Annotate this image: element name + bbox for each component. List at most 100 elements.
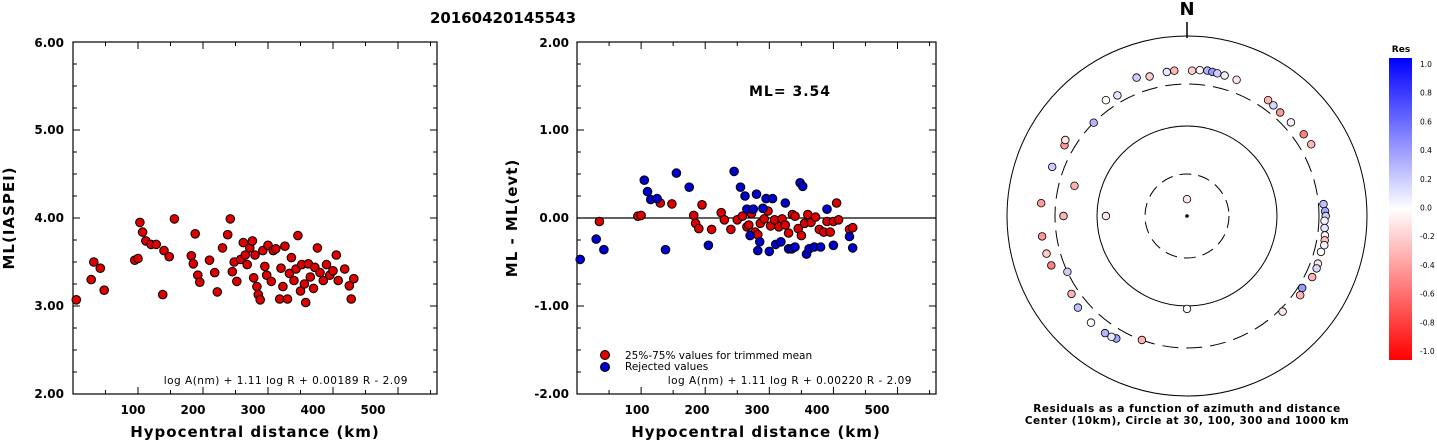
station-point — [1220, 71, 1229, 80]
formula: log A(nm) + 1.11 log R + 0.00220 R - 2.0… — [668, 375, 912, 387]
data-point — [697, 200, 707, 210]
colorbar-tick-label: 0.2 — [1420, 175, 1432, 184]
data-point — [225, 214, 236, 224]
x-tick-label: 200 — [684, 403, 709, 417]
data-point — [780, 198, 791, 208]
data-point — [703, 240, 714, 251]
station-point — [1101, 95, 1111, 105]
station-point — [1307, 272, 1317, 282]
data-point — [797, 181, 808, 192]
data-point — [204, 255, 215, 266]
polar-residual-plot: N Residuals as a function of azimuth and… — [1006, 0, 1368, 427]
legend-label-rejected: Rejected values — [625, 361, 708, 373]
x-tick-label: 300 — [744, 403, 769, 417]
x-axis-label: Hypocentral distance (km) — [631, 423, 881, 441]
data-point — [684, 182, 695, 192]
ring-300km — [1054, 83, 1320, 349]
y-tick-label: 3.00 — [34, 299, 64, 313]
data-point — [232, 276, 242, 287]
data-point — [252, 281, 262, 292]
station-point — [1316, 247, 1326, 257]
data-point — [157, 289, 168, 300]
ring-1000km — [1006, 35, 1368, 397]
colorbar-tick-label: -0.8 — [1420, 318, 1435, 327]
data-point — [833, 215, 844, 225]
data-point — [759, 214, 770, 224]
y-tick-label: -1.00 — [534, 299, 569, 313]
x-tick-label: 200 — [180, 403, 205, 417]
ring-30km — [1144, 173, 1230, 259]
data-point — [591, 234, 602, 244]
data-point — [706, 224, 717, 235]
x-tick-label: 100 — [624, 403, 649, 417]
data-point — [212, 287, 223, 297]
data-point — [222, 229, 233, 240]
data-point — [289, 275, 299, 286]
colorbar-tick-labels: 1.0 0.8 0.6 0.4 0.2 0.0 -0.2 -0.4 -0.6 -0.8 -1.0 — [1420, 60, 1435, 356]
data-point — [188, 259, 199, 269]
data-point — [753, 245, 763, 256]
data-point — [280, 241, 290, 251]
colorbar-tick-label: -0.4 — [1420, 261, 1435, 270]
data-point — [735, 182, 746, 192]
data-point — [286, 252, 297, 263]
station-point — [1320, 216, 1329, 225]
data-point — [636, 210, 646, 221]
data-point — [137, 227, 148, 237]
station-point — [1213, 69, 1222, 78]
data-point — [248, 273, 259, 283]
data-point — [271, 244, 281, 254]
data-point — [240, 250, 251, 260]
data-point — [831, 198, 842, 208]
station-point — [1295, 291, 1305, 300]
legend-label-trimmed: 25%-75% values for trimmed mean — [625, 350, 812, 362]
data-point — [847, 243, 858, 253]
data-point — [331, 250, 342, 260]
data-point — [238, 237, 249, 248]
station-point — [1299, 130, 1308, 139]
data-point — [278, 281, 288, 292]
residual-colorbar: Res 1.0 0.8 0.6 0.4 0.2 0.0 -0.2 -0.4 -0.6 -0.8 -1… — [1389, 45, 1435, 360]
x-tick-label: 500 — [864, 403, 889, 417]
data-point — [293, 230, 303, 241]
y-tick-label: 2.00 — [34, 387, 64, 401]
y-tick-label: 4.00 — [34, 211, 64, 225]
data-point — [737, 211, 748, 221]
data-point — [847, 222, 858, 233]
data-point — [694, 223, 704, 234]
chart-ml-iaspei: 2.00 3.00 4.00 5.00 6.00 100 200 300 400… — [0, 36, 438, 441]
data-point — [719, 215, 730, 225]
station-point — [1232, 75, 1241, 84]
data-point — [844, 231, 855, 242]
station-point — [1312, 264, 1321, 273]
x-tick-label: 300 — [240, 403, 265, 417]
data-point — [671, 168, 682, 178]
station-point — [1036, 198, 1046, 208]
plot-frame — [72, 41, 438, 395]
event-id-title: 20160420145543 — [430, 9, 576, 27]
data-point — [318, 275, 329, 286]
data-point — [190, 229, 200, 239]
data-point — [284, 268, 295, 279]
station-point — [1070, 181, 1079, 190]
data-point — [754, 237, 765, 247]
axis-ticks — [577, 42, 936, 394]
station-residual-points — [1036, 65, 1330, 345]
data-point — [594, 216, 605, 227]
station-point — [1170, 66, 1179, 75]
data-point — [247, 236, 258, 246]
y-axis-label: ML(IASPEI) — [0, 166, 18, 269]
station-point — [1162, 67, 1171, 77]
x-tick-label: 400 — [804, 403, 829, 417]
data-point — [242, 259, 252, 270]
data-point — [209, 267, 220, 278]
y-tick-label: -2.00 — [534, 387, 569, 401]
data-point — [151, 239, 161, 250]
data-point — [305, 272, 316, 282]
y-tick-label: 0.00 — [539, 211, 569, 225]
x-tick-label: 400 — [300, 403, 325, 417]
data-point — [780, 220, 791, 230]
data-point — [300, 297, 311, 308]
colorbar-tick-label: -0.2 — [1420, 232, 1435, 241]
